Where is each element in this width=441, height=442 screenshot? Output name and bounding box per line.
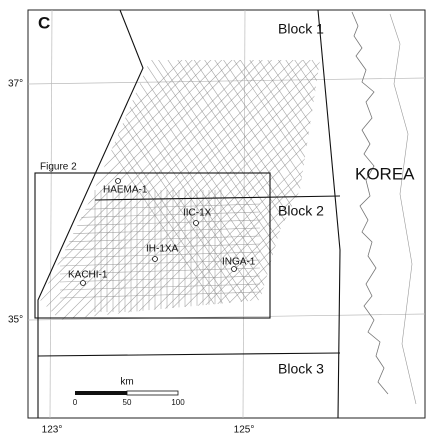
seismic-line (173, 60, 320, 320)
seismic-line (59, 219, 261, 227)
seismic-line (274, 60, 320, 320)
seismic-line (40, 60, 320, 320)
scale-unit: km (120, 377, 133, 388)
seismic-line (194, 60, 320, 320)
seismic-line (59, 251, 261, 259)
seismic-line (229, 60, 320, 320)
seismic-line (220, 60, 320, 320)
seismic-line (282, 60, 320, 320)
seismic-line (40, 60, 320, 320)
coastline (351, 11, 389, 395)
block-label: Block 1 (278, 21, 324, 37)
seismic-line (59, 243, 261, 251)
scale-bar: km 0 50 100 (73, 377, 185, 407)
panel-label: C (38, 13, 50, 32)
coastline (389, 13, 417, 405)
seismic-line (40, 60, 271, 320)
scale-tick: 50 (123, 398, 132, 407)
seismic-line (59, 211, 261, 219)
seismic-line (120, 60, 320, 320)
seismic-line (59, 203, 261, 211)
latitude-label: 37° (8, 79, 23, 90)
seismic-line (40, 60, 293, 320)
seismic-line (80, 60, 320, 320)
graticule (27, 9, 426, 419)
seismic-line (40, 60, 320, 320)
seismic-line (247, 60, 320, 320)
scale-tick: 100 (171, 398, 185, 407)
seismic-line (62, 60, 320, 320)
seismic-line (40, 60, 312, 320)
well-markers (80, 178, 237, 286)
seismic-line (165, 60, 320, 320)
seismic-line (131, 60, 320, 320)
block-label: Block 2 (278, 203, 324, 219)
well-label: KACHI-1 (68, 270, 108, 281)
block-boundary (37, 9, 341, 419)
seismic-line (89, 60, 320, 320)
seismic-line (258, 60, 320, 320)
latitude-label: 35° (8, 315, 23, 326)
seismic-line (50, 60, 320, 320)
seismic-line (40, 60, 263, 320)
country-label: KOREA (355, 164, 415, 183)
seismic-line (59, 235, 261, 243)
seismic-line (71, 60, 320, 320)
longitude-label: 125° (234, 425, 255, 436)
well-label: IH-1XA (146, 244, 179, 255)
well-label: INGA-1 (222, 257, 256, 268)
figure-box-label: Figure 2 (40, 162, 77, 173)
longitude-label: 123° (42, 425, 63, 436)
seismic-line (238, 60, 320, 320)
seismic-line (59, 267, 261, 275)
seismic-line (59, 259, 261, 267)
block-label: Block 3 (278, 361, 324, 377)
seismic-line (265, 60, 320, 320)
seismic-line (59, 283, 261, 291)
scale-tick: 0 (73, 398, 78, 407)
seismic-line (59, 291, 261, 299)
well-label: HAEMA-1 (103, 185, 148, 196)
seismic-line (157, 60, 320, 320)
figure-box (34, 172, 271, 319)
seismic-line (103, 60, 320, 320)
well-label: IIC-1X (183, 208, 212, 219)
seismic-line (59, 275, 261, 283)
seismic-line (184, 60, 320, 320)
seismic-line (40, 60, 284, 320)
seismic-line (113, 60, 320, 320)
seismic-line (59, 227, 261, 235)
seismic-line (40, 60, 302, 320)
